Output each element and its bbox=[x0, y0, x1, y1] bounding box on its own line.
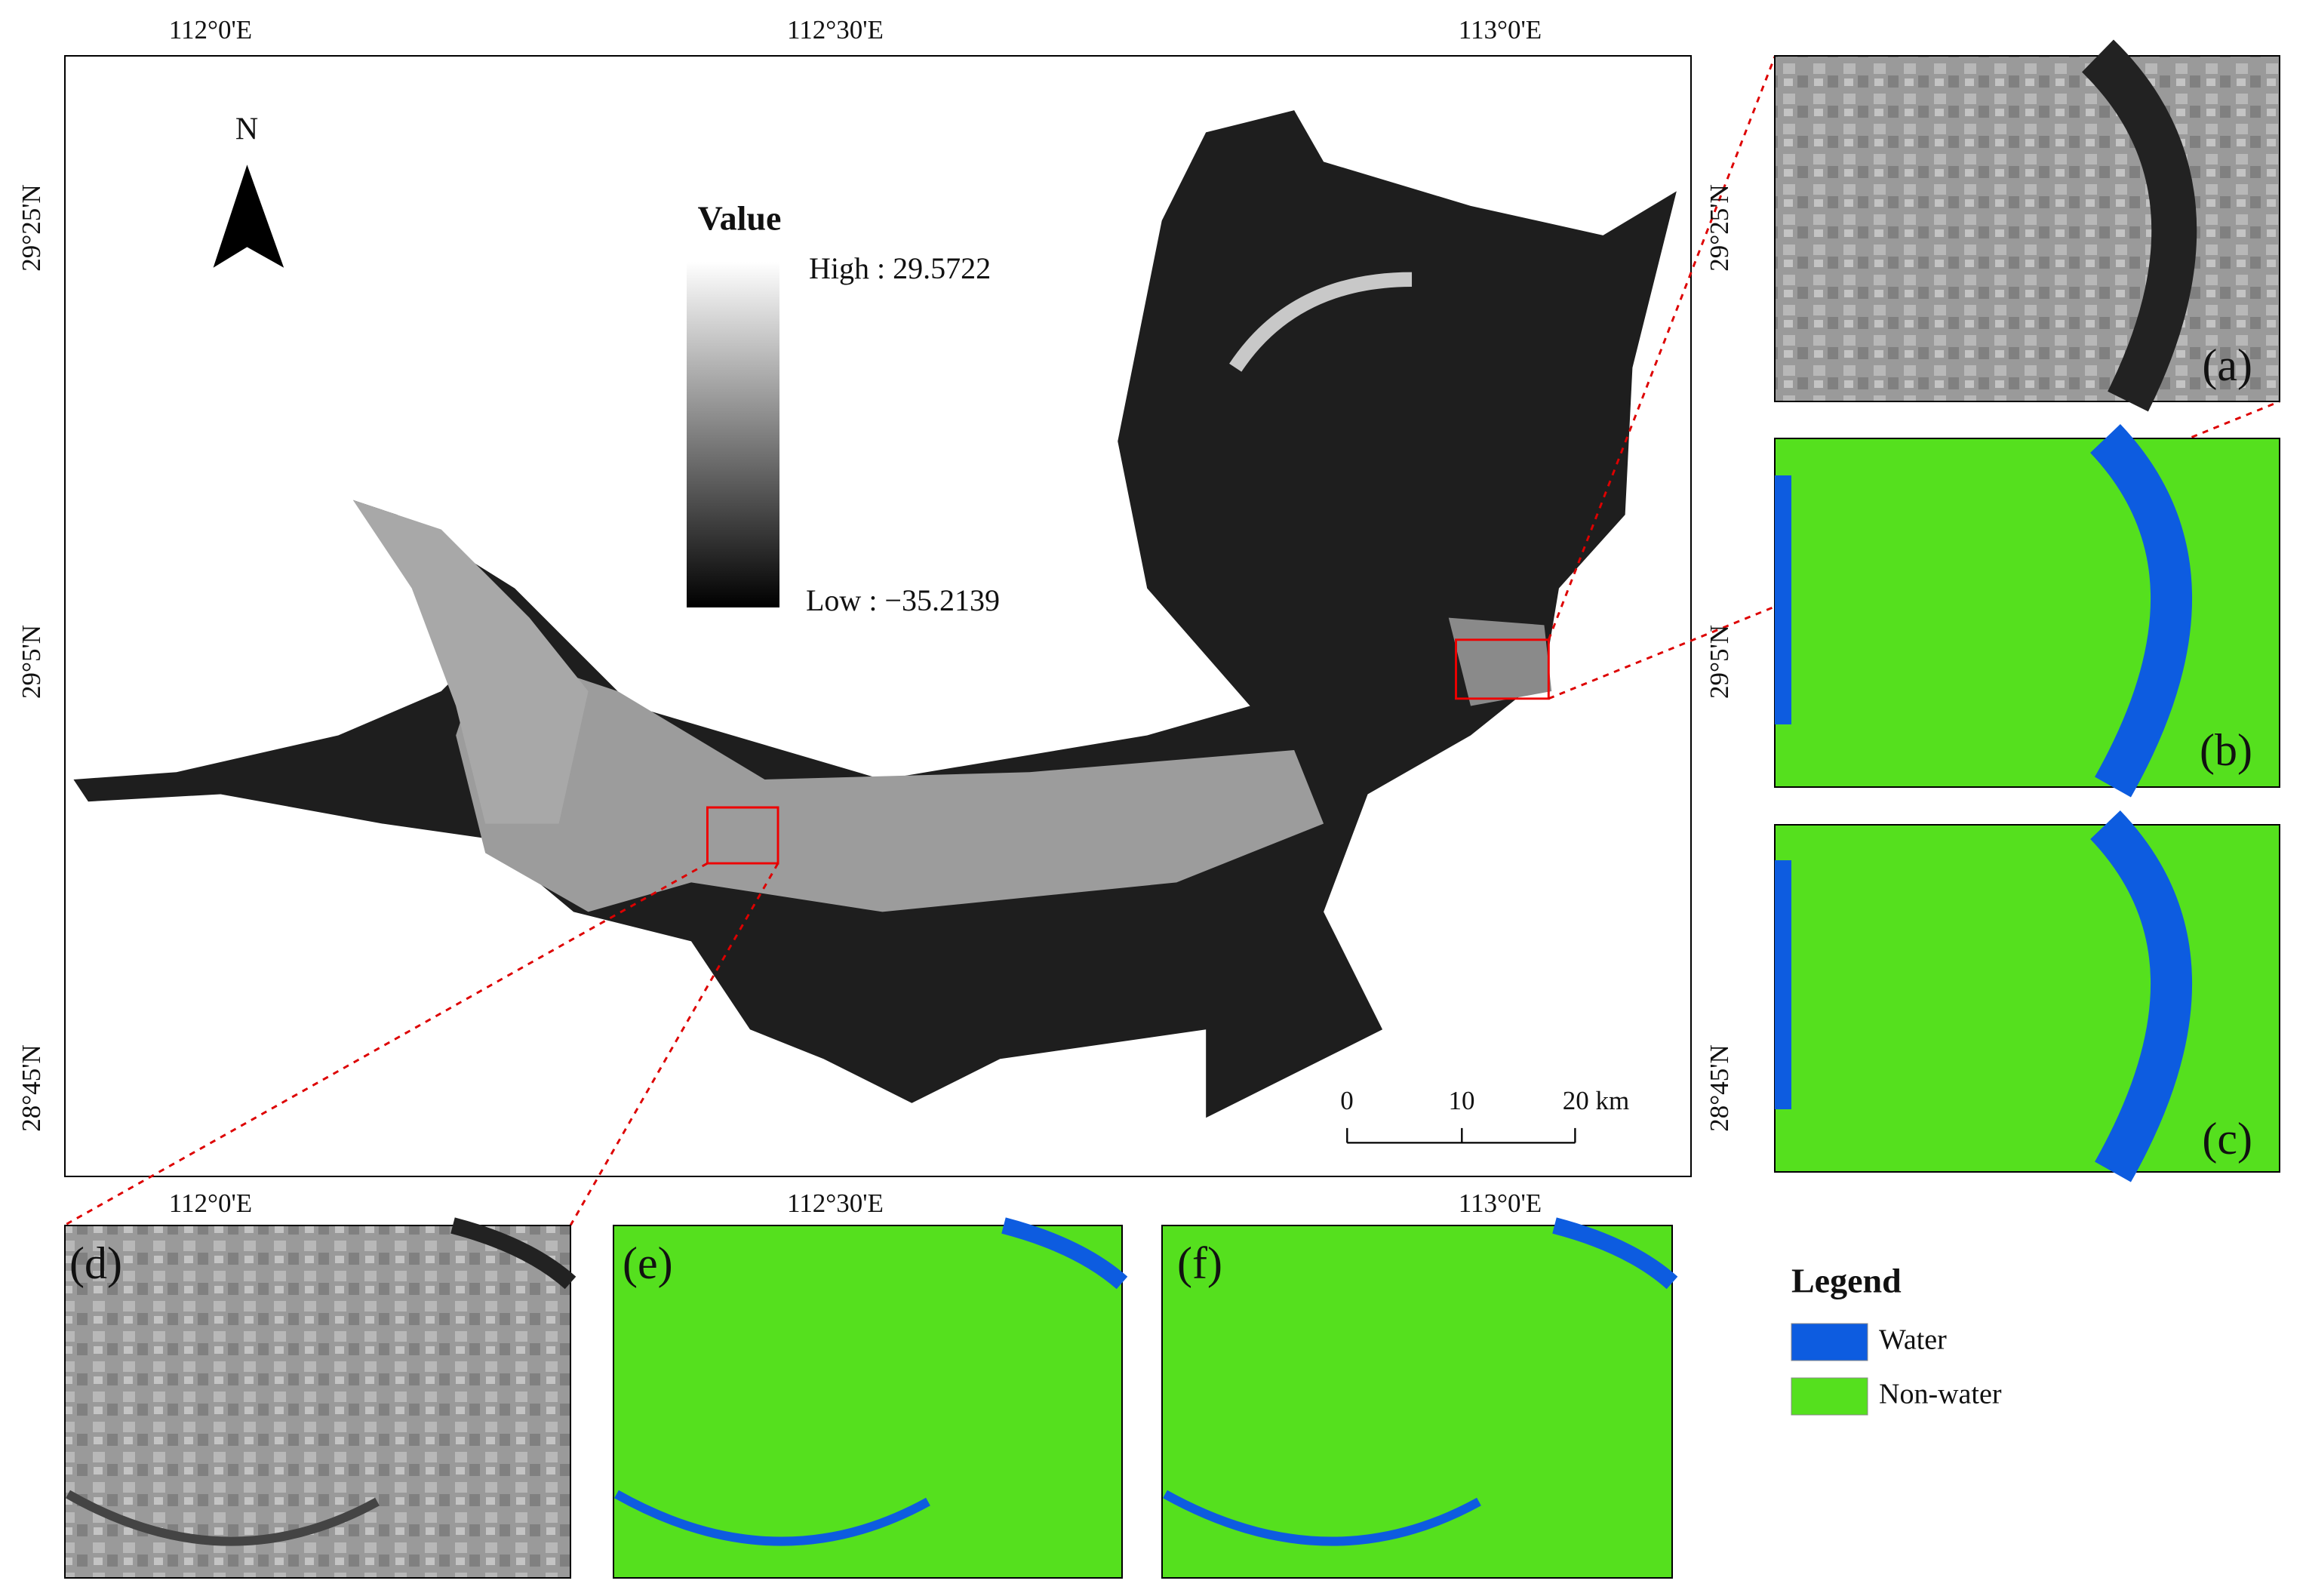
panel-label: (c) bbox=[2202, 1114, 2252, 1164]
lon-label: 112°0'E bbox=[169, 1189, 252, 1218]
lat-label: 29°25'N bbox=[17, 184, 46, 272]
scale-label: 0 bbox=[1340, 1086, 1354, 1115]
lat-label: 28°45'N bbox=[17, 1044, 46, 1132]
legend-swatch bbox=[1791, 1323, 1868, 1361]
legend-swatch bbox=[1791, 1377, 1868, 1416]
lat-label: 28°45'N bbox=[1705, 1044, 1734, 1132]
legend-title: Legend bbox=[1791, 1262, 1902, 1300]
panel-label: (f) bbox=[1177, 1238, 1222, 1288]
panel-d bbox=[64, 1217, 576, 1579]
panel-label: (d) bbox=[69, 1238, 122, 1288]
colorbar-title: Value bbox=[698, 199, 782, 238]
lon-label: 112°0'E bbox=[169, 15, 252, 45]
colorbar-low: Low : −35.2139 bbox=[806, 583, 1000, 617]
panel-label: (a) bbox=[2202, 340, 2252, 390]
lon-label: 113°0'E bbox=[1459, 15, 1542, 45]
panel-a bbox=[1774, 39, 2280, 412]
lon-label: 112°30'E bbox=[787, 15, 884, 45]
panel-label: (e) bbox=[623, 1238, 673, 1288]
scale-label: 20 km bbox=[1563, 1086, 1629, 1115]
lon-label: 112°30'E bbox=[787, 1189, 884, 1218]
panel-c bbox=[1774, 810, 2280, 1182]
scale-label: 10 bbox=[1449, 1086, 1475, 1115]
legend-label: Water bbox=[1879, 1324, 1947, 1356]
lat-label: 29°25'N bbox=[1705, 184, 1734, 272]
lon-label: 113°0'E bbox=[1459, 1189, 1542, 1218]
panel-e bbox=[613, 1217, 1128, 1579]
panel-b bbox=[1774, 424, 2280, 798]
panel-label: (b) bbox=[2200, 725, 2252, 775]
colorbar-high: High : 29.5722 bbox=[809, 251, 991, 285]
lat-label: 29°5'N bbox=[1705, 625, 1734, 699]
lat-label: 29°5'N bbox=[17, 625, 46, 699]
legend-label: Non-water bbox=[1879, 1379, 2002, 1410]
colorbar bbox=[687, 262, 779, 607]
north-label: N bbox=[235, 112, 258, 147]
panel-f bbox=[1161, 1217, 1678, 1579]
lake-image bbox=[64, 55, 2280, 1226]
